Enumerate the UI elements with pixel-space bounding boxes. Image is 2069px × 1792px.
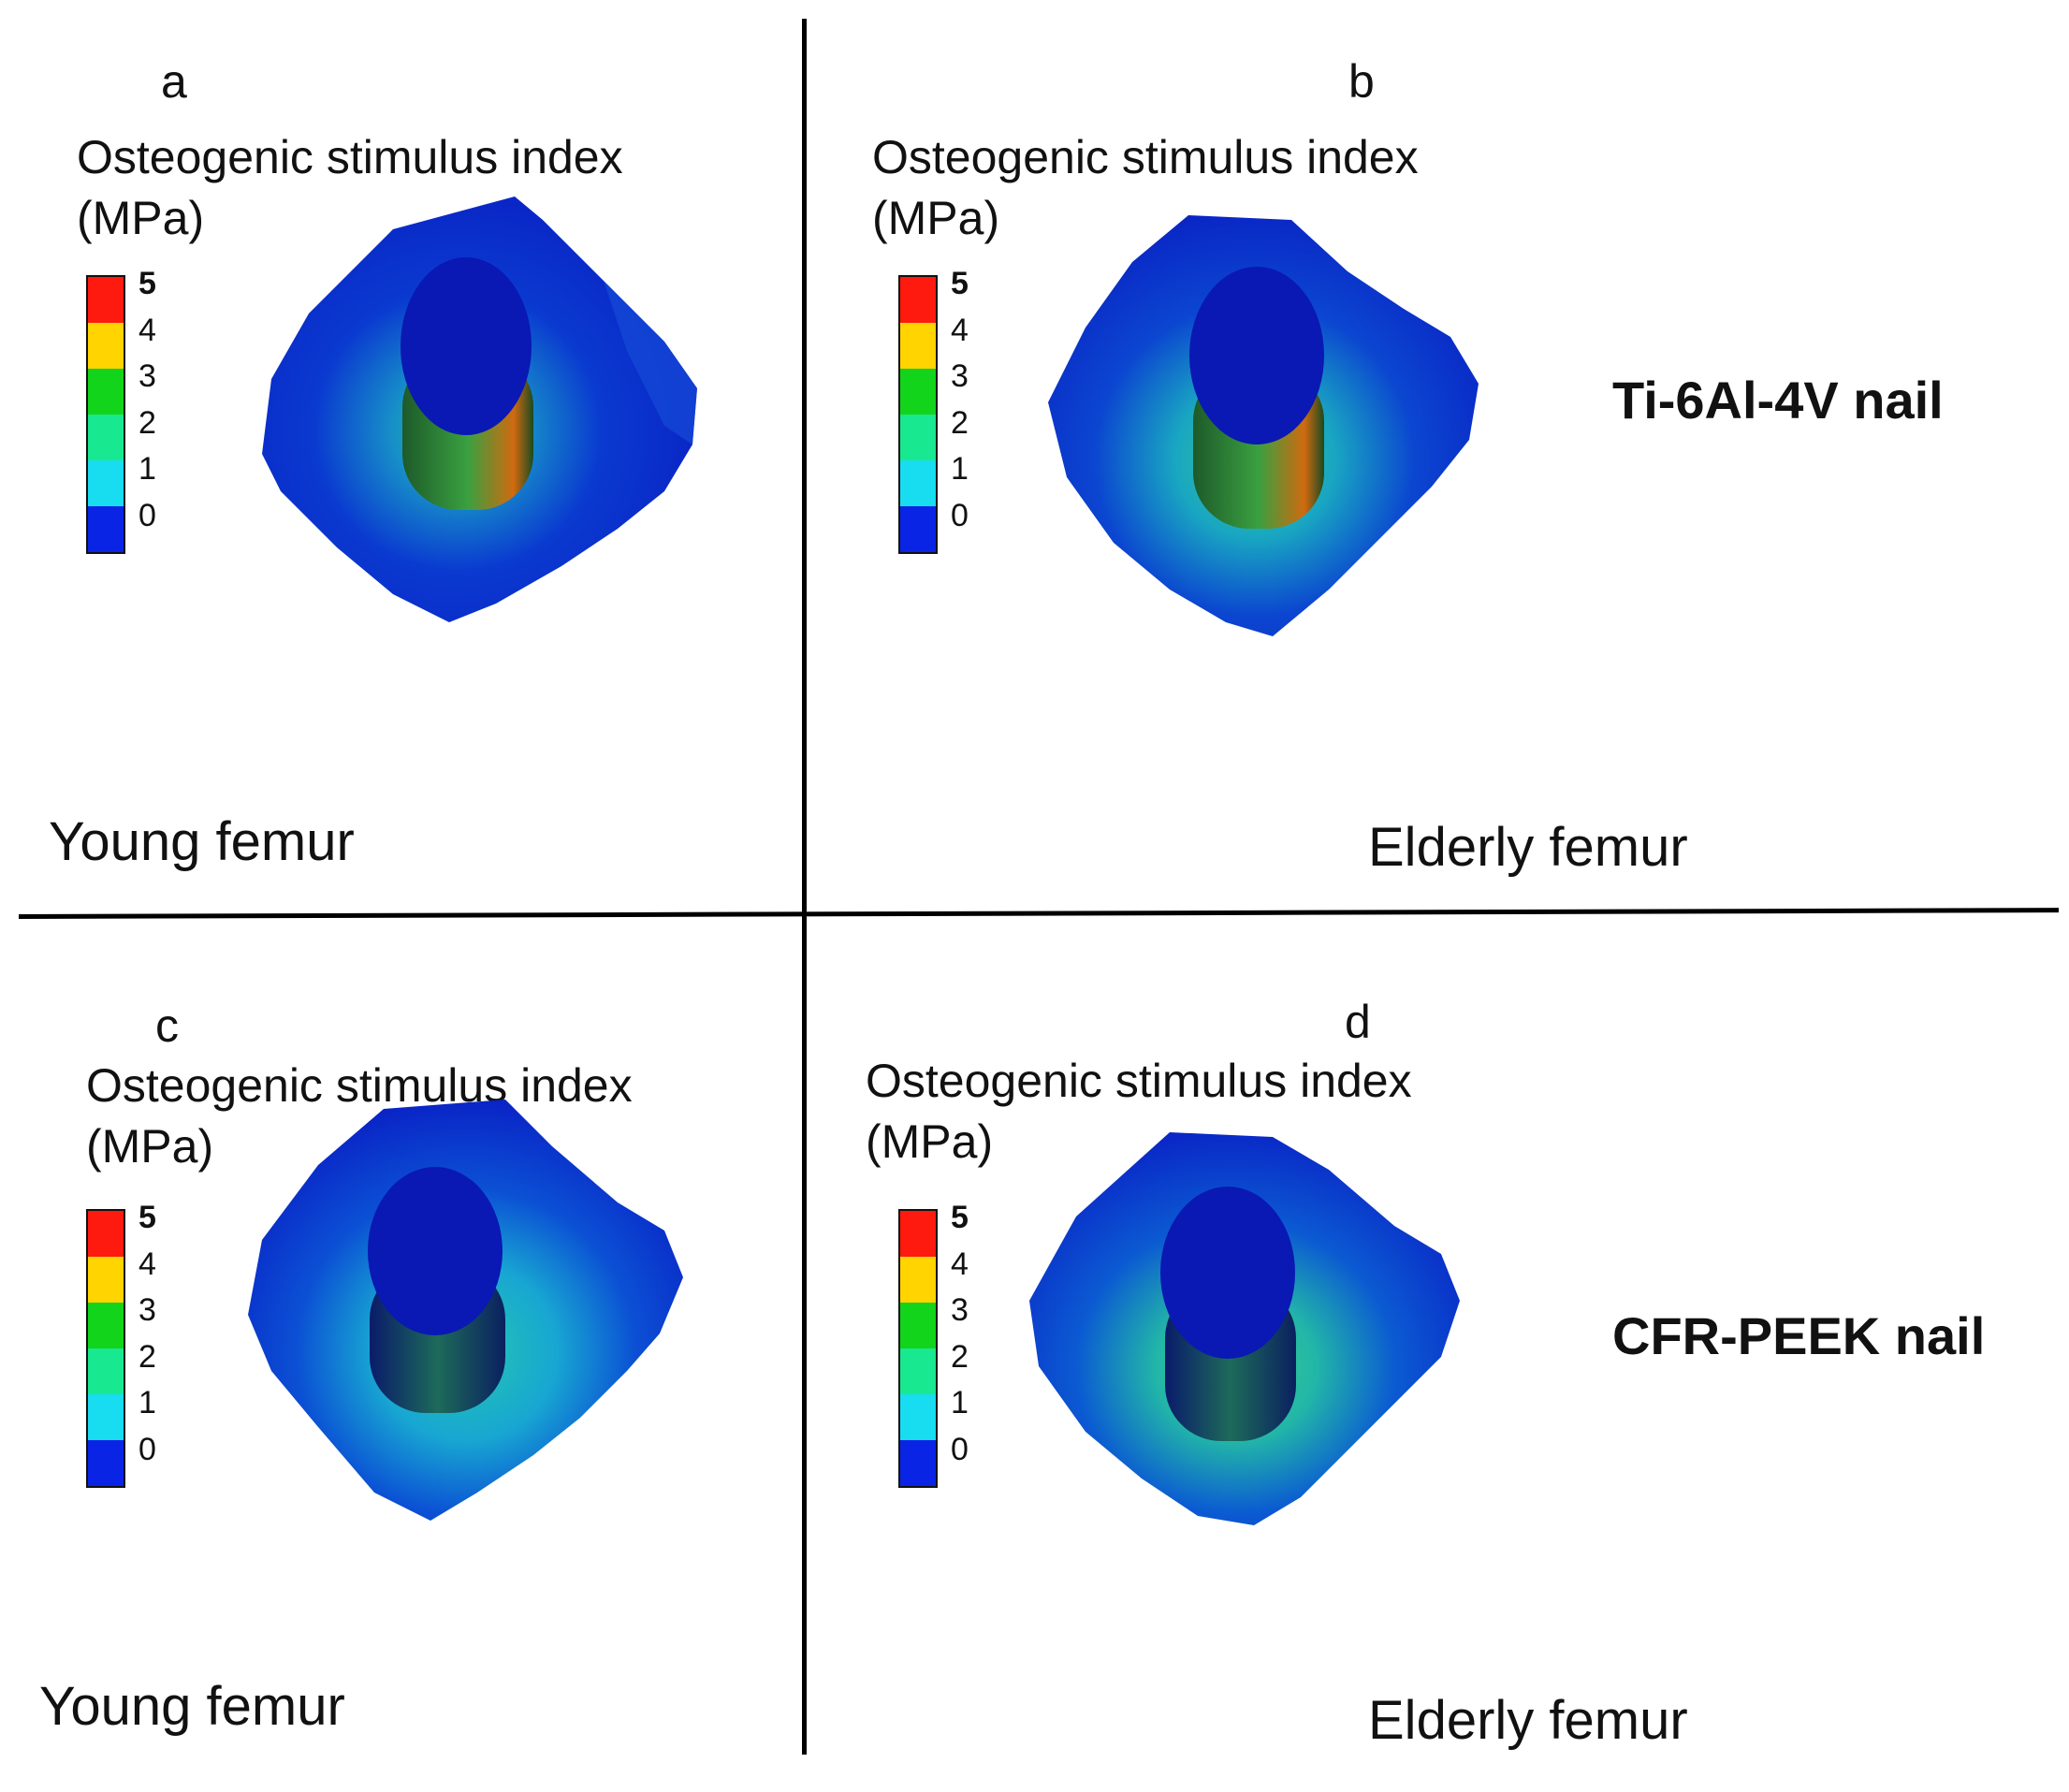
legend-color-swatch: [88, 323, 124, 369]
legend-tick-label: 3: [138, 1292, 156, 1328]
legend-title-line2: (MPa): [86, 1120, 214, 1173]
panel-c: c Osteogenic stimulus index (MPa) 5 4 3 2 1 0…: [0, 922, 800, 1792]
legend-tick-label: 4: [138, 1246, 156, 1282]
legend-title: Osteogenic stimulus index (MPa): [872, 127, 1419, 249]
color-legend: 5 4 3 2 1 0: [86, 1202, 198, 1488]
nail-top: [368, 1167, 503, 1335]
legend-tick-label: 2: [138, 404, 156, 441]
legend-color-swatch: [900, 369, 936, 415]
legend-tick-label: 0: [951, 1431, 969, 1467]
legend-title-line2: (MPa): [872, 192, 1000, 244]
legend-tick-label: 0: [951, 497, 969, 533]
bone-ridge: [604, 281, 697, 444]
panel-caption: Elderly femur: [1368, 1690, 1688, 1751]
legend-title-line2: (MPa): [866, 1115, 994, 1168]
legend-color-swatch: [88, 1348, 124, 1394]
legend-color-swatch: [88, 506, 124, 552]
legend-tick-label: 0: [138, 497, 156, 533]
legend-bar: [86, 1209, 125, 1488]
legend-color-swatch: [88, 460, 124, 506]
legend-bar: [898, 275, 938, 554]
nail-top: [1160, 1187, 1295, 1359]
legend-title-line2: (MPa): [77, 192, 205, 244]
nail-top: [401, 257, 532, 435]
legend-color-swatch: [900, 1348, 936, 1394]
color-legend: 5 4 3 2 1 0: [86, 268, 198, 554]
legend-tick-label: 3: [951, 1292, 969, 1328]
panel-letter: c: [155, 999, 179, 1052]
panel-d: d Osteogenic stimulus index (MPa) 5 4 3 2 1 0…: [809, 922, 1688, 1792]
color-legend: 5 4 3 2 1 0: [898, 268, 1011, 554]
legend-tick-label: 5: [138, 1200, 156, 1235]
legend-color-swatch: [900, 460, 936, 506]
panel-letter: b: [1348, 55, 1375, 108]
legend-color-swatch: [900, 506, 936, 552]
legend-tick-label: 3: [138, 358, 156, 394]
legend-color-swatch: [900, 415, 936, 460]
material-label-cfr-peek: CFR-PEEK nail: [1612, 1306, 1986, 1365]
legend-tick-label: 5: [138, 266, 156, 301]
legend-tick-label: 4: [951, 312, 969, 348]
legend-color-swatch: [900, 1211, 936, 1257]
legend-title-line1: Osteogenic stimulus index: [872, 131, 1419, 183]
legend-bar: [898, 1209, 938, 1488]
legend-color-swatch: [88, 1440, 124, 1486]
legend-color-swatch: [88, 415, 124, 460]
panel-caption: Young femur: [39, 1676, 345, 1737]
legend-title: Osteogenic stimulus index (MPa): [77, 127, 623, 249]
legend-color-swatch: [88, 1257, 124, 1303]
legend-title: Osteogenic stimulus index (MPa): [866, 1051, 1412, 1173]
legend-title-line1: Osteogenic stimulus index: [86, 1059, 633, 1112]
legend-tick-label: 2: [951, 404, 969, 441]
vertical-divider: [802, 19, 807, 1755]
color-legend: 5 4 3 2 1 0: [898, 1202, 1011, 1488]
panel-letter: a: [161, 55, 187, 108]
legend-color-swatch: [900, 1303, 936, 1348]
panel-caption: Young femur: [49, 811, 355, 872]
legend-tick-label: 1: [951, 1385, 969, 1420]
legend-tick-label: 3: [951, 358, 969, 394]
material-label-ti: Ti-6Al-4V nail: [1612, 371, 1944, 430]
femur-cross-section: [1029, 1132, 1460, 1525]
legend-tick-label: 2: [138, 1338, 156, 1375]
legend-color-swatch: [88, 1394, 124, 1440]
legend-tick-label: 1: [951, 451, 969, 487]
panel-letter: d: [1345, 996, 1371, 1048]
legend-tick-label: 5: [951, 1200, 969, 1235]
legend-color-swatch: [88, 1211, 124, 1257]
legend-color-swatch: [88, 1303, 124, 1348]
legend-color-swatch: [88, 369, 124, 415]
legend-tick-label: 2: [951, 1338, 969, 1375]
legend-tick-label: 5: [951, 266, 969, 301]
legend-color-swatch: [900, 323, 936, 369]
legend-tick-label: 4: [138, 312, 156, 348]
legend-color-swatch: [900, 1394, 936, 1440]
panel-b: b Osteogenic stimulus index (MPa) 5 4 3 2 1 0…: [809, 0, 1688, 878]
panel-caption: Elderly femur: [1368, 817, 1688, 878]
horizontal-divider: [18, 908, 2059, 919]
femur-cross-section: [262, 197, 697, 622]
legend-title-line1: Osteogenic stimulus index: [77, 131, 623, 183]
legend-title-line1: Osteogenic stimulus index: [866, 1055, 1412, 1107]
panel-a: a Osteogenic stimulus index (MPa) 5 4 3 2 1 0: [0, 0, 800, 872]
legend-tick-label: 1: [138, 1385, 156, 1420]
legend-tick-label: 0: [138, 1431, 156, 1467]
legend-color-swatch: [900, 277, 936, 323]
legend-color-swatch: [88, 277, 124, 323]
femur-cross-section: [1048, 215, 1479, 636]
legend-tick-label: 4: [951, 1246, 969, 1282]
legend-color-swatch: [900, 1440, 936, 1486]
legend-title: Osteogenic stimulus index (MPa): [86, 1056, 633, 1177]
legend-color-swatch: [900, 1257, 936, 1303]
femur-cross-section: [248, 1100, 683, 1521]
nail-top: [1189, 267, 1324, 444]
legend-bar: [86, 275, 125, 554]
legend-tick-label: 1: [138, 451, 156, 487]
